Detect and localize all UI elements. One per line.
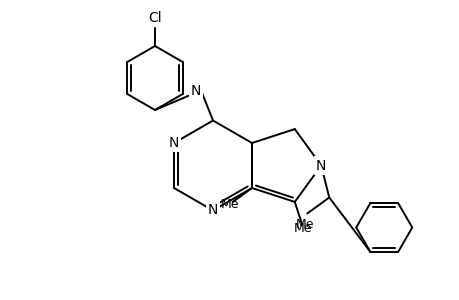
Text: N: N [190,83,201,98]
Text: N: N [207,203,218,218]
Text: N: N [315,158,326,172]
Text: Cl: Cl [148,11,162,25]
Text: Me: Me [293,222,312,235]
Text: N: N [168,136,179,150]
Text: Me: Me [220,198,238,211]
Text: Me: Me [295,218,314,232]
